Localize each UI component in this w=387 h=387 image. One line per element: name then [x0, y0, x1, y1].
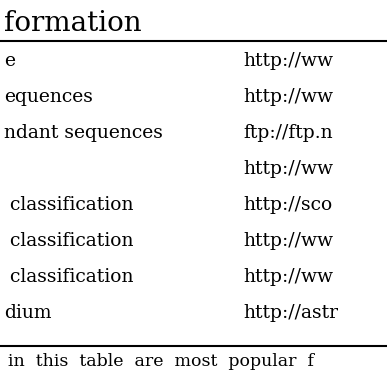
Text: http://sco: http://sco — [244, 196, 333, 214]
Text: e: e — [4, 52, 15, 70]
Text: classification: classification — [4, 196, 134, 214]
Text: equences: equences — [4, 88, 93, 106]
Text: http://ww: http://ww — [244, 88, 334, 106]
Text: classification: classification — [4, 232, 134, 250]
Text: http://ww: http://ww — [244, 268, 334, 286]
Text: ftp://ftp.n: ftp://ftp.n — [244, 124, 334, 142]
Text: ndant sequences: ndant sequences — [4, 124, 163, 142]
Text: http://ww: http://ww — [244, 52, 334, 70]
Text: dium: dium — [4, 304, 51, 322]
Text: formation: formation — [4, 10, 142, 37]
Text: in  this  table  are  most  popular  f: in this table are most popular f — [8, 353, 314, 370]
Text: http://ww: http://ww — [244, 232, 334, 250]
Text: classification: classification — [4, 268, 134, 286]
Text: http://astr: http://astr — [244, 304, 339, 322]
Text: http://ww: http://ww — [244, 160, 334, 178]
